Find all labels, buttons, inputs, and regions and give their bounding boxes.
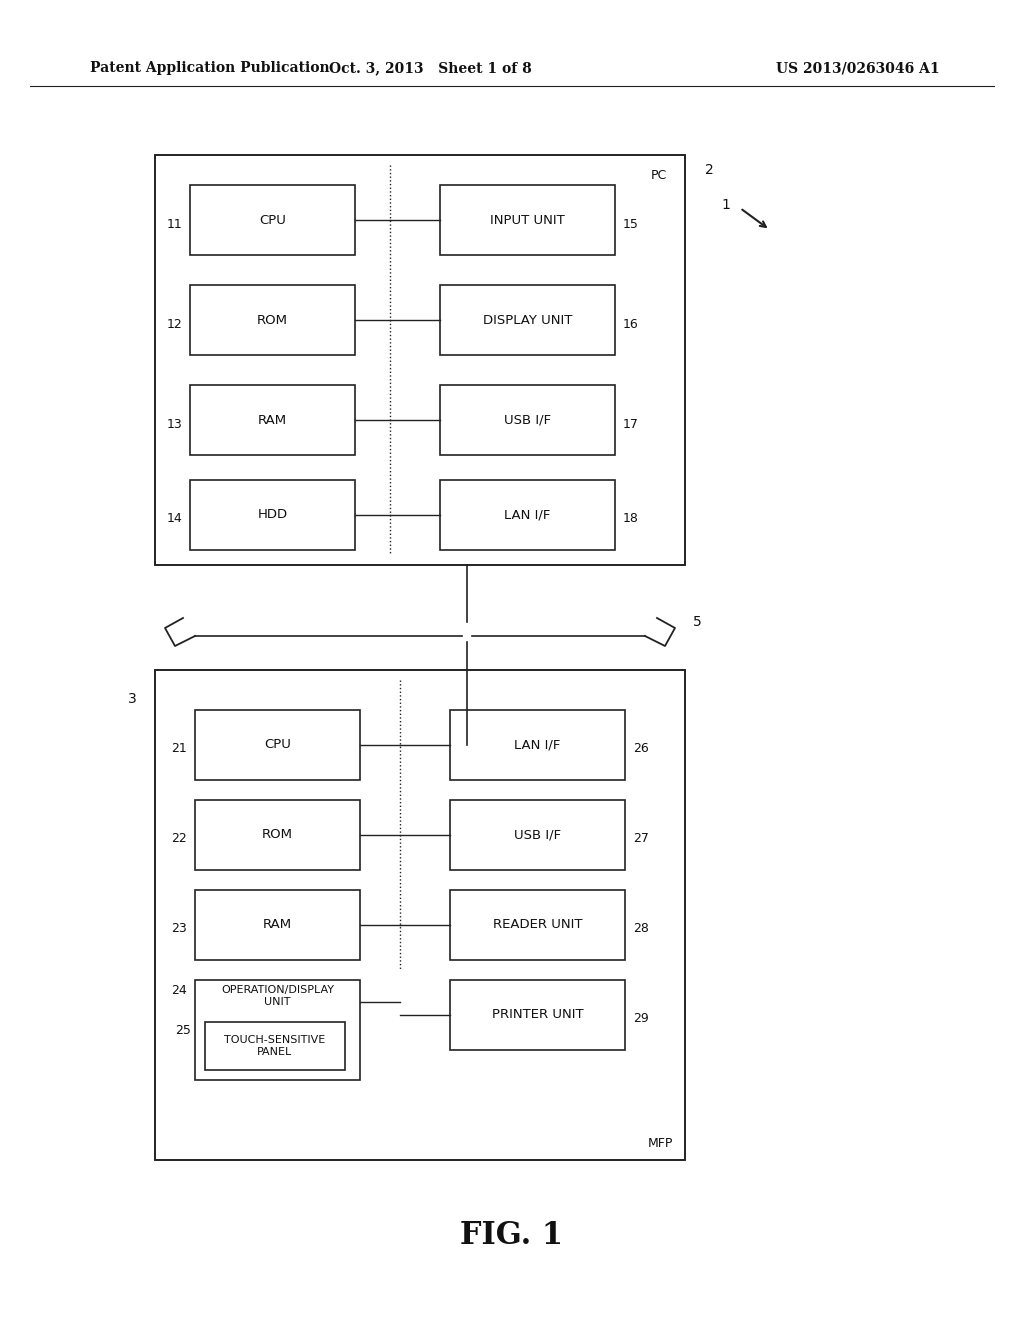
Bar: [450, 800, 625, 870]
Text: 22: 22: [171, 833, 187, 846]
Text: CPU: CPU: [264, 738, 291, 751]
Bar: [190, 385, 355, 455]
Bar: [155, 154, 685, 565]
Bar: [450, 979, 625, 1049]
Text: 16: 16: [623, 318, 639, 330]
Text: 21: 21: [171, 742, 187, 755]
Text: ROM: ROM: [262, 829, 293, 842]
Text: 11: 11: [166, 218, 182, 231]
Text: LAN I/F: LAN I/F: [504, 508, 551, 521]
Bar: [195, 979, 360, 1080]
Text: INPUT UNIT: INPUT UNIT: [490, 214, 565, 227]
Text: 2: 2: [705, 162, 714, 177]
Text: Patent Application Publication: Patent Application Publication: [90, 61, 330, 75]
Text: LAN I/F: LAN I/F: [514, 738, 561, 751]
Text: HDD: HDD: [257, 508, 288, 521]
Bar: [205, 1022, 345, 1071]
Text: 26: 26: [633, 742, 649, 755]
Text: DISPLAY UNIT: DISPLAY UNIT: [482, 314, 572, 326]
Text: TOUCH-SENSITIVE
PANEL: TOUCH-SENSITIVE PANEL: [224, 1035, 326, 1057]
Text: FIG. 1: FIG. 1: [461, 1220, 563, 1250]
Text: US 2013/0263046 A1: US 2013/0263046 A1: [776, 61, 940, 75]
Text: PC: PC: [650, 169, 667, 182]
Text: 27: 27: [633, 833, 649, 846]
Text: 17: 17: [623, 417, 639, 430]
Text: READER UNIT: READER UNIT: [493, 919, 583, 932]
Bar: [195, 800, 360, 870]
Text: Oct. 3, 2013   Sheet 1 of 8: Oct. 3, 2013 Sheet 1 of 8: [329, 61, 531, 75]
Text: 12: 12: [166, 318, 182, 330]
Bar: [190, 285, 355, 355]
Text: 25: 25: [175, 1023, 191, 1036]
Text: 13: 13: [166, 417, 182, 430]
Text: 14: 14: [166, 512, 182, 525]
Bar: [440, 480, 615, 550]
Text: 1: 1: [721, 198, 730, 213]
Bar: [440, 185, 615, 255]
Text: 18: 18: [623, 512, 639, 525]
Text: 15: 15: [623, 218, 639, 231]
Text: PRINTER UNIT: PRINTER UNIT: [492, 1008, 584, 1022]
Bar: [190, 185, 355, 255]
Bar: [195, 890, 360, 960]
Text: MFP: MFP: [647, 1137, 673, 1150]
Text: RAM: RAM: [263, 919, 292, 932]
Text: ROM: ROM: [257, 314, 288, 326]
Bar: [440, 285, 615, 355]
Text: CPU: CPU: [259, 214, 286, 227]
Text: OPERATION/DISPLAY
UNIT: OPERATION/DISPLAY UNIT: [221, 985, 334, 1007]
Text: 23: 23: [171, 923, 187, 936]
Text: RAM: RAM: [258, 413, 287, 426]
Bar: [450, 710, 625, 780]
Text: 5: 5: [693, 615, 701, 630]
Text: USB I/F: USB I/F: [514, 829, 561, 842]
Bar: [190, 480, 355, 550]
Text: 28: 28: [633, 923, 649, 936]
Text: 29: 29: [633, 1012, 649, 1026]
Bar: [440, 385, 615, 455]
Text: USB I/F: USB I/F: [504, 413, 551, 426]
Bar: [155, 671, 685, 1160]
Text: 24: 24: [171, 983, 187, 997]
Text: 3: 3: [128, 692, 137, 706]
Bar: [195, 710, 360, 780]
Bar: [450, 890, 625, 960]
